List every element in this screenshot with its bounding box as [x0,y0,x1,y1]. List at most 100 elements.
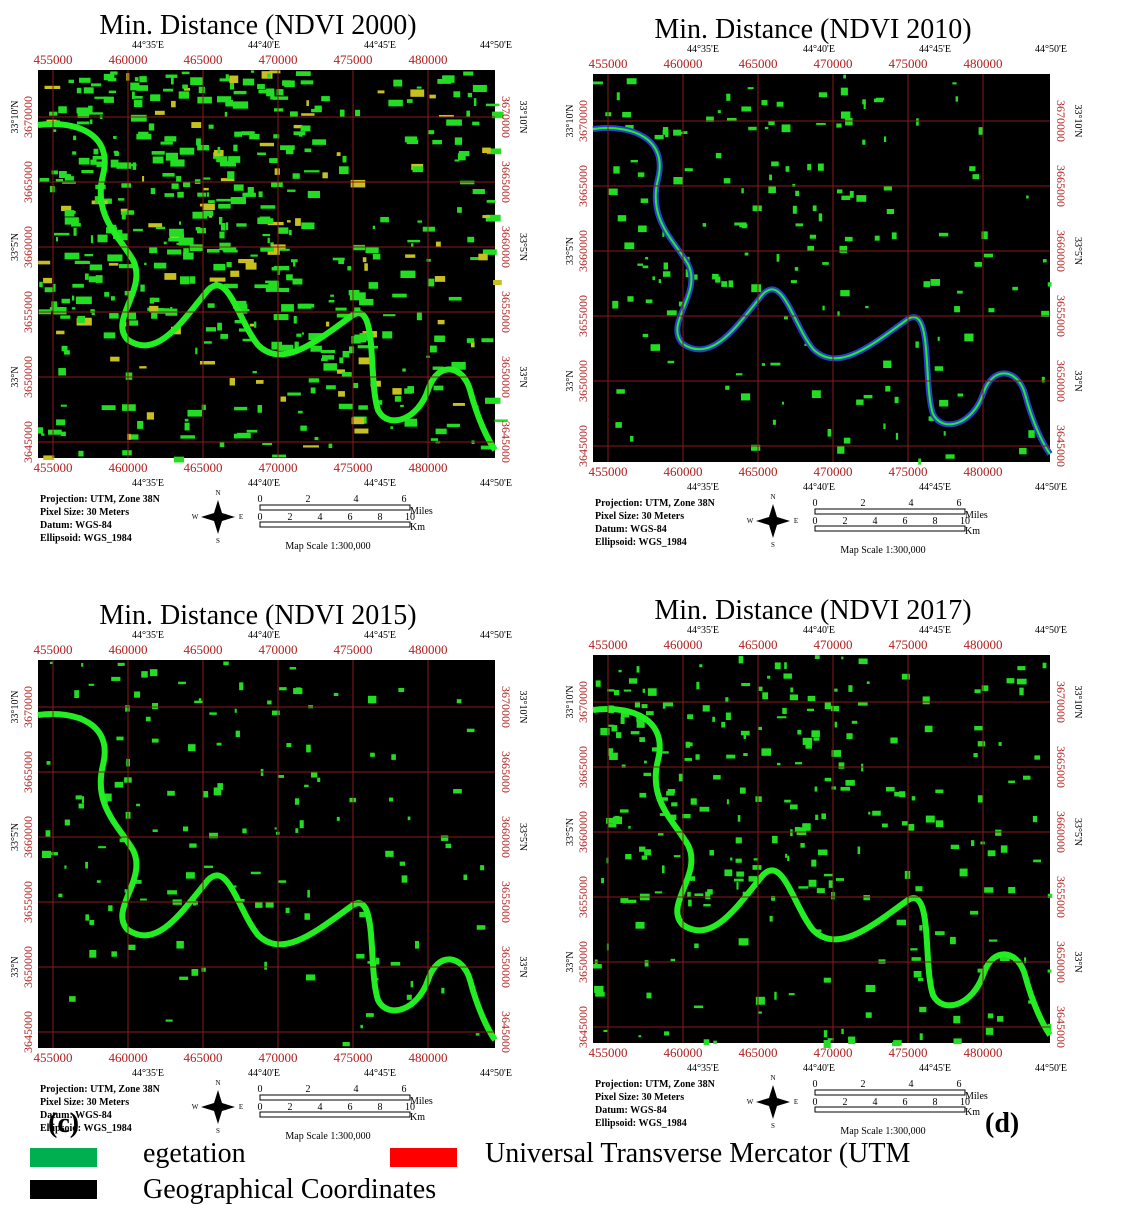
vegetation-patch [845,780,854,786]
vegetation-patch [463,72,473,76]
vegetation-patch [988,1013,994,1018]
vegetation-patch [759,687,763,691]
vegetation-patch [178,682,186,684]
easting-label: 465000 [739,637,778,652]
vegetation-patch [152,739,159,743]
vegetation-patch [286,908,290,913]
vegetation-patch [56,419,65,425]
vegetation-patch [411,981,414,987]
scale-label: 0 [813,1097,818,1108]
vegetation-patch [783,673,791,678]
vegetation-patch [219,243,230,250]
vegetation-patch [613,817,622,824]
vegetation-patch [716,153,721,158]
latitude-label: 33°5'N [1072,237,1083,265]
vegetation-patch [304,170,319,172]
vegetation-patch [176,941,183,949]
vegetation-patch [615,422,621,428]
vegetation-patch [220,442,225,447]
easting-label: 460000 [664,464,703,479]
vegetation-patch [61,432,66,436]
longitude-label: 44°45'E [919,44,951,55]
scale-label: 8 [378,512,383,523]
vegetation-patch [876,98,884,101]
vegetation-patch [915,341,918,347]
vegetation-patch [269,158,278,163]
vegetation-patch [50,307,65,311]
vegetation-patch [272,455,286,458]
vegetation-patch [646,993,651,999]
vegetation-patch [337,152,341,156]
vegetation-patch [662,751,668,753]
vegetation-patch [410,89,424,96]
vegetation-patch [457,207,462,213]
vegetation-patch [300,820,304,828]
vegetation-patch [798,886,808,888]
vegetation-patch [287,220,291,222]
vegetation-patch [109,263,118,266]
vegetation-patch [946,454,955,458]
vegetation-patch [415,941,419,949]
vegetation-patch [343,351,350,358]
vegetation-patch [79,78,91,83]
vegetation-patch [957,291,963,294]
vegetation-patch [762,363,765,366]
easting-label: 455000 [34,52,73,67]
vegetation-patch [608,725,613,727]
vegetation-patch [152,151,165,155]
vegetation-patch [786,166,790,172]
northing-label: 3655000 [1054,876,1068,918]
vegetation-patch [249,134,259,139]
northing-label: 3650000 [499,356,513,398]
vegetation-patch [204,866,213,868]
vegetation-patch [148,223,162,227]
vegetation-patch [825,702,831,709]
vegetation-patch [797,730,801,735]
scale-label: 4 [909,1079,914,1090]
vegetation-patch [180,435,195,438]
vegetation-patch [487,200,496,203]
vegetation-patch [1034,755,1040,759]
vegetation-patch [77,316,85,323]
vegetation-patch [777,102,784,107]
vegetation-patch [935,931,945,935]
vegetation-patch [240,309,249,311]
vegetation-patch [828,429,832,437]
longitude-label: 44°40'E [248,630,280,641]
vegetation-patch [793,206,797,214]
vegetation-patch [734,879,744,882]
vegetation-patch [81,663,83,667]
vegetation-patch [408,817,411,821]
vegetation-patch [866,1012,872,1017]
vegetation-patch [630,436,633,442]
scale-label: 8 [378,1102,383,1113]
vegetation-patch [79,804,84,809]
vegetation-patch [171,77,174,85]
easting-label: 460000 [664,56,703,71]
vegetation-patch [482,148,491,153]
vegetation-patch [813,737,819,740]
northing-label: 3660000 [576,230,590,272]
vegetation-patch [627,296,633,301]
vegetation-patch [382,331,392,338]
easting-label: 460000 [109,1050,148,1065]
vegetation-patch [62,299,70,304]
vegetation-patch [790,804,798,809]
vegetation-patch [295,828,298,833]
vegetation-patch [391,754,396,760]
northing-label: 3645000 [1054,1006,1068,1048]
easting-label: 480000 [964,56,1003,71]
vegetation-patch [625,854,631,859]
vegetation-patch [463,875,467,880]
vegetation-patch [453,91,460,97]
vegetation-patch [436,429,447,435]
vegetation-patch [137,421,143,429]
vegetation-patch [122,404,136,411]
vegetation-patch [923,696,930,704]
vegetation-patch [758,1011,762,1013]
northing-label: 3650000 [576,360,590,402]
vegetation-patch [979,127,983,135]
vegetation-patch [230,83,234,90]
easting-label: 465000 [184,460,223,475]
vegetation-patch [865,306,868,308]
